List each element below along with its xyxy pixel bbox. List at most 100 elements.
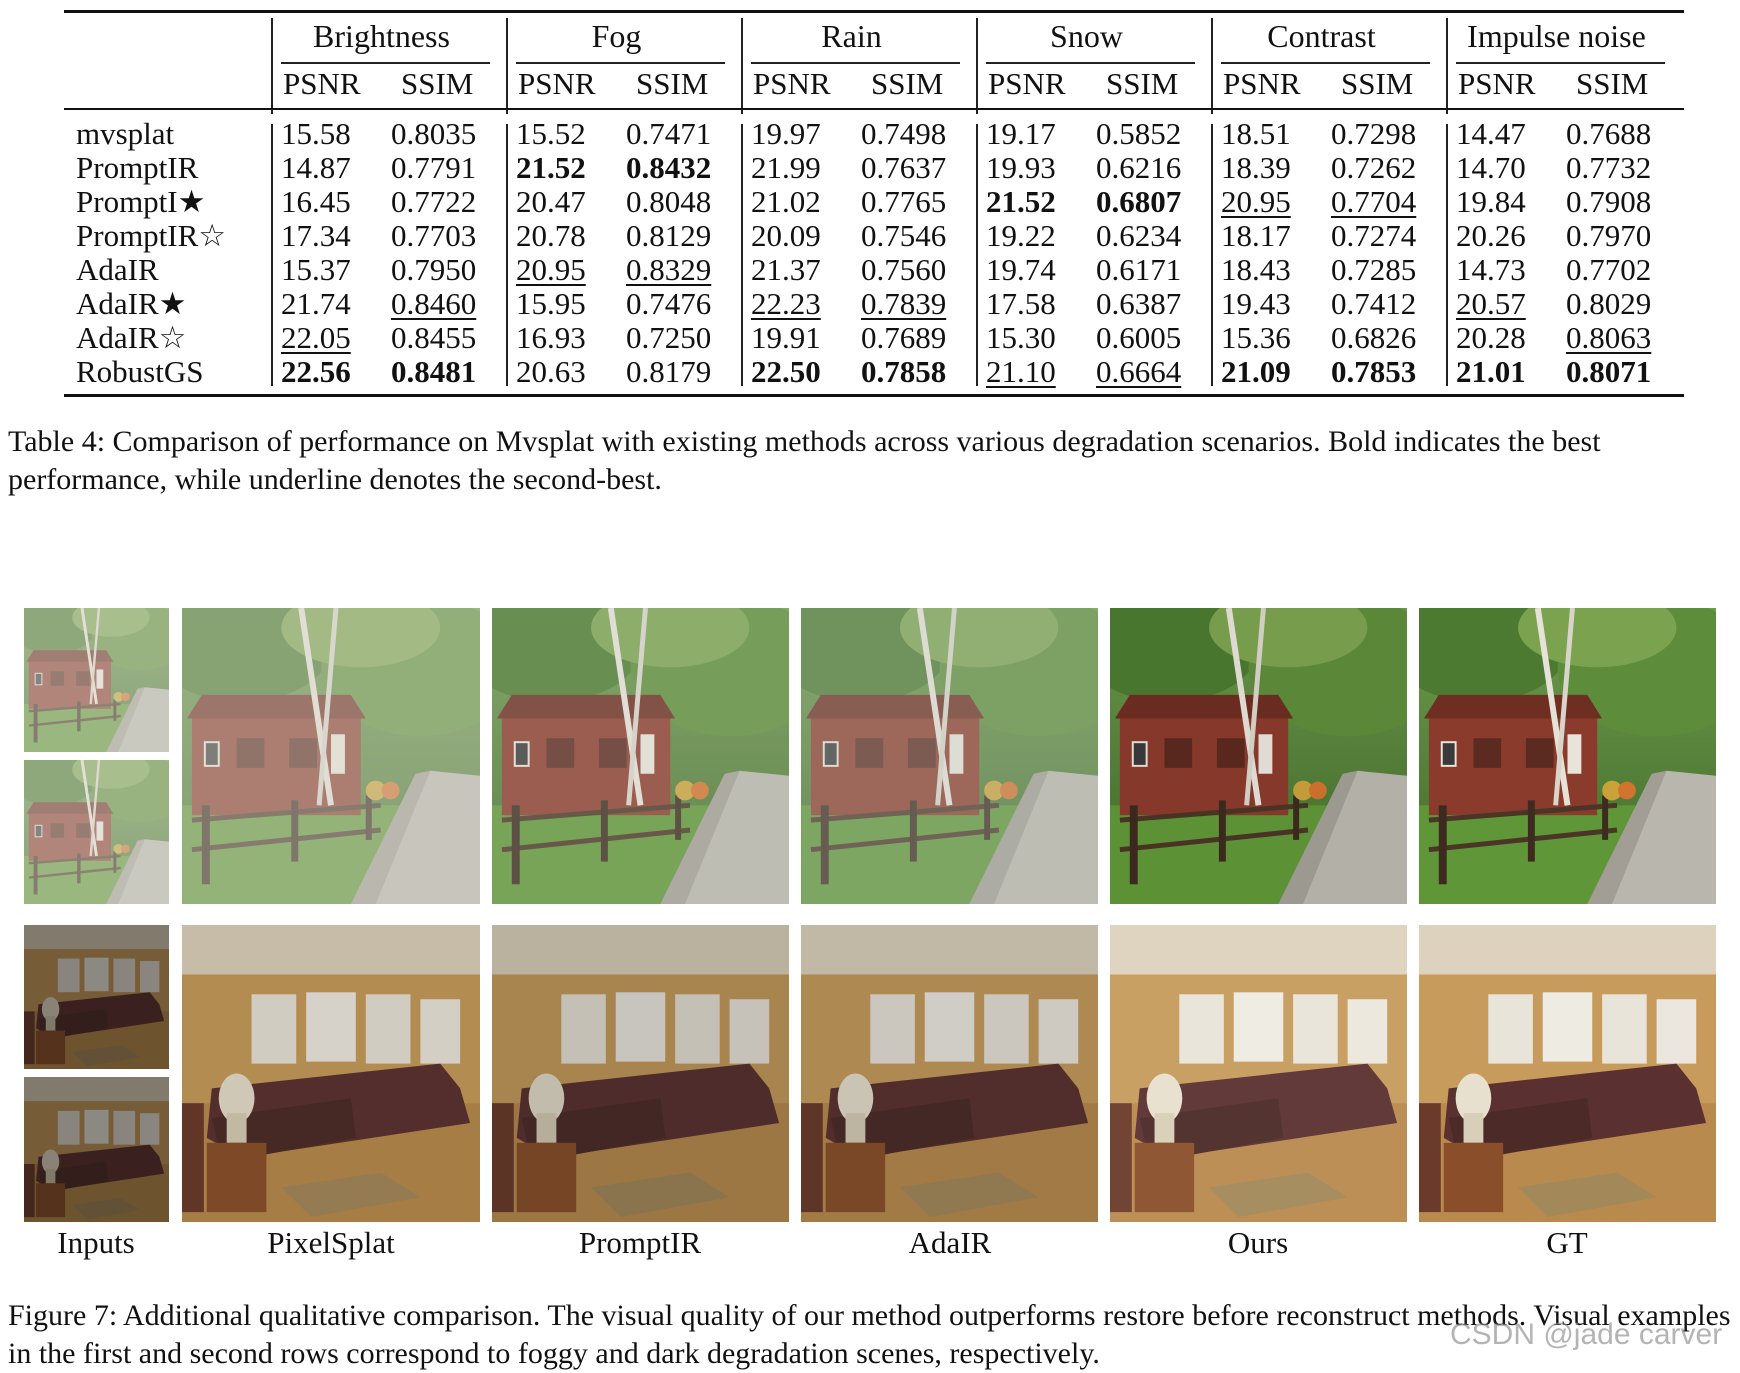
table-cell: 21.01 xyxy=(1456,354,1526,389)
table-row: AdaIR★ 21.74 0.8460 15.95 0.7476 22.23 0.7839 1… xyxy=(64,286,1684,322)
table-cell: 0.7702 xyxy=(1566,252,1652,287)
input-thumbnail-2 xyxy=(24,1077,169,1222)
table-cell: 14.47 xyxy=(1456,116,1526,151)
metric-header: SSIM xyxy=(871,66,944,101)
table-cell: 15.37 xyxy=(281,252,351,287)
body-separator xyxy=(506,124,508,386)
method-name: PromptIR xyxy=(76,150,199,185)
table-cell: 15.58 xyxy=(281,116,351,151)
table-cell: 0.6664 xyxy=(1096,354,1182,389)
result-pixelsplat-foggy xyxy=(182,608,480,904)
table-cell: 20.78 xyxy=(516,218,586,253)
column-label: PixelSplat xyxy=(267,1225,395,1260)
result-gt-foggy xyxy=(1419,608,1716,904)
table-cell: 0.7858 xyxy=(861,354,947,389)
table-cell: 20.09 xyxy=(751,218,821,253)
table-cell: 20.95 xyxy=(1221,184,1291,219)
table-cell: 20.95 xyxy=(516,252,586,287)
table-cell: 20.63 xyxy=(516,354,586,389)
table-cell: 0.7498 xyxy=(861,116,947,151)
group-separator xyxy=(741,18,743,114)
metric-header: PSNR xyxy=(753,66,831,101)
table-row: RobustGS 22.56 0.8481 20.63 0.8179 22.50 0.785… xyxy=(64,354,1684,390)
group-separator xyxy=(1211,18,1213,114)
input-thumbnail-1 xyxy=(24,925,169,1069)
result-adair-foggy xyxy=(801,608,1098,904)
group-separator xyxy=(271,18,273,114)
table-cell: 18.51 xyxy=(1221,116,1291,151)
table-row: PromptIR 14.87 0.7791 21.52 0.8432 21.99 0.763… xyxy=(64,150,1684,186)
input-thumbnail-2 xyxy=(24,760,169,904)
method-name: mvsplat xyxy=(76,116,175,151)
result-promptir-foggy xyxy=(492,608,789,904)
table-cell: 0.7298 xyxy=(1331,116,1417,151)
body-separator xyxy=(976,124,978,386)
table-cell: 21.52 xyxy=(986,184,1056,219)
table-cell: 19.93 xyxy=(986,150,1056,185)
table-cell: 0.7250 xyxy=(626,320,712,355)
table-cell: 0.8029 xyxy=(1566,286,1652,321)
group-subrule xyxy=(516,62,725,64)
table-row: AdaIR 15.37 0.7950 20.95 0.8329 21.37 0.7560 19… xyxy=(64,252,1684,288)
table-cell: 0.8048 xyxy=(626,184,712,219)
result-pixelsplat-dark xyxy=(182,925,480,1222)
table-cell: 19.84 xyxy=(1456,184,1526,219)
table-cell: 21.99 xyxy=(751,150,821,185)
group-header: Brightness xyxy=(313,18,450,54)
table-cell: 0.5852 xyxy=(1096,116,1182,151)
table-cell: 19.17 xyxy=(986,116,1056,151)
table-cell: 0.8129 xyxy=(626,218,712,253)
table-cell: 22.56 xyxy=(281,354,351,389)
metric-header: SSIM xyxy=(1576,66,1649,101)
group-header: Contrast xyxy=(1267,18,1376,54)
table-cell: 0.7476 xyxy=(626,286,712,321)
table-cell: 0.8481 xyxy=(391,354,477,389)
table-cell: 18.39 xyxy=(1221,150,1291,185)
table-cell: 0.7765 xyxy=(861,184,947,219)
column-label: Inputs xyxy=(57,1225,135,1260)
body-separator xyxy=(1446,124,1448,386)
metric-header: SSIM xyxy=(636,66,709,101)
table-cell: 0.7412 xyxy=(1331,286,1417,321)
table-cell: 15.52 xyxy=(516,116,586,151)
body-separator xyxy=(271,124,273,386)
table-cell: 19.97 xyxy=(751,116,821,151)
table-cell: 17.34 xyxy=(281,218,351,253)
method-name: AdaIR★ xyxy=(76,286,187,321)
table-cell: 20.57 xyxy=(1456,286,1526,321)
metric-header: SSIM xyxy=(1106,66,1179,101)
metric-header: SSIM xyxy=(1341,66,1414,101)
table-cell: 22.23 xyxy=(751,286,821,321)
input-thumbnail-1 xyxy=(24,608,169,752)
table-cell: 0.6234 xyxy=(1096,218,1182,253)
table-header-rule xyxy=(64,108,1684,110)
table-cell: 21.37 xyxy=(751,252,821,287)
table-cell: 0.7970 xyxy=(1566,218,1652,253)
table-cell: 0.6807 xyxy=(1096,184,1182,219)
metric-header: SSIM xyxy=(401,66,474,101)
table-caption: Table 4: Comparison of performance on Mv… xyxy=(8,425,1601,496)
table-bottom-rule xyxy=(64,394,1684,397)
table-cell: 0.7839 xyxy=(861,286,947,321)
table-cell: 0.7703 xyxy=(391,218,477,253)
metric-header: PSNR xyxy=(1458,66,1536,101)
table-cell: 18.17 xyxy=(1221,218,1291,253)
table-cell: 19.22 xyxy=(986,218,1056,253)
column-label: Ours xyxy=(1227,1225,1289,1260)
method-name: AdaIR xyxy=(76,252,159,287)
watermark: CSDN @jade carver xyxy=(1450,1318,1723,1351)
body-separator xyxy=(741,124,743,386)
table-cell: 15.36 xyxy=(1221,320,1291,355)
table-row: mvsplat 15.58 0.8035 15.52 0.7471 19.97 0.7498… xyxy=(64,116,1684,152)
method-name: RobustGS xyxy=(76,354,204,389)
table-cell: 16.45 xyxy=(281,184,351,219)
group-subrule xyxy=(1221,62,1430,64)
table-cell: 0.7637 xyxy=(861,150,947,185)
table-cell: 21.52 xyxy=(516,150,586,185)
table-cell: 0.8063 xyxy=(1566,320,1652,355)
table-cell: 0.7274 xyxy=(1331,218,1417,253)
table-cell: 0.8179 xyxy=(626,354,712,389)
table-row: AdaIR☆ 22.05 0.8455 16.93 0.7250 19.91 0.7689 1… xyxy=(64,320,1684,356)
group-header: Rain xyxy=(821,18,882,54)
table-cell: 0.7688 xyxy=(1566,116,1652,151)
